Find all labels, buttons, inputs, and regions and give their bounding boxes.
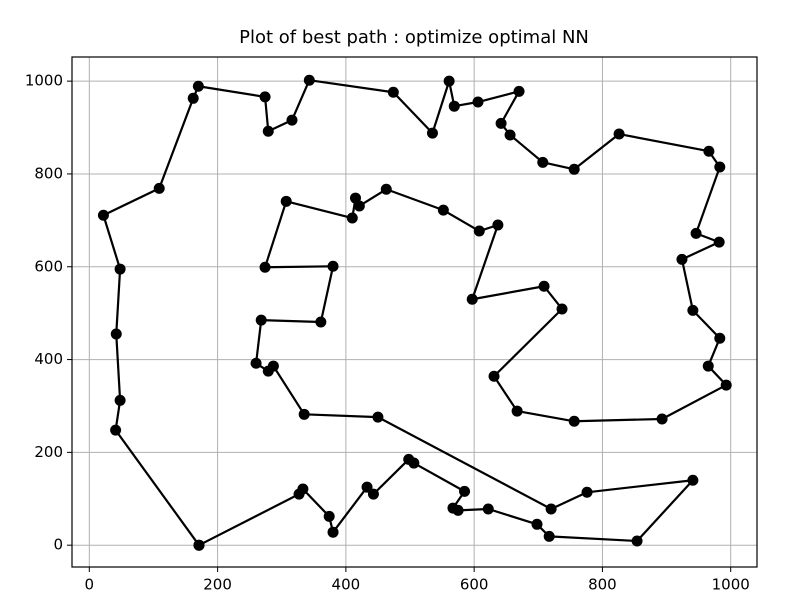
point — [466, 293, 478, 305]
point — [259, 91, 271, 103]
point — [543, 530, 555, 542]
grid — [72, 57, 757, 567]
x-tick-label: 200 — [203, 576, 232, 594]
point — [531, 518, 543, 530]
point — [327, 260, 339, 272]
point — [690, 227, 702, 239]
point — [280, 195, 292, 207]
point — [702, 360, 714, 372]
point — [346, 212, 358, 224]
point — [676, 253, 688, 265]
plot — [97, 74, 732, 551]
point — [267, 360, 279, 372]
point — [97, 209, 109, 221]
ticks: 0 200 400 600 800 1000 0 200 400 600 800 1000 — [25, 72, 750, 594]
point — [367, 488, 379, 500]
point — [581, 486, 593, 498]
point — [473, 225, 485, 237]
point — [714, 161, 726, 173]
point — [511, 405, 523, 417]
point — [687, 304, 699, 316]
point — [703, 145, 715, 157]
point — [250, 357, 262, 369]
point — [448, 100, 460, 112]
x-tick-label: 0 — [85, 576, 95, 594]
point — [153, 182, 165, 194]
point — [631, 535, 643, 547]
point — [482, 503, 494, 515]
chart-title: Plot of best path : optimize optimal NN — [239, 27, 589, 48]
point — [303, 74, 315, 86]
x-tick-label: 600 — [460, 576, 489, 594]
point — [488, 370, 500, 382]
point — [315, 316, 327, 328]
y-tick-label: 400 — [34, 350, 63, 368]
axes-frame — [71, 56, 758, 568]
point — [323, 510, 335, 522]
point — [361, 481, 373, 493]
point — [403, 453, 415, 465]
point — [713, 236, 725, 248]
point — [459, 485, 471, 497]
y-tick-label: 1000 — [25, 72, 63, 90]
point — [298, 408, 310, 420]
y-tick-label: 800 — [34, 164, 63, 182]
point — [714, 332, 726, 344]
point — [568, 415, 580, 427]
point — [538, 280, 550, 292]
point — [513, 85, 525, 97]
point — [380, 183, 392, 195]
y-tick-label: 0 — [53, 536, 63, 554]
path-line — [102, 79, 728, 547]
point — [286, 114, 298, 126]
point — [656, 413, 668, 425]
point — [259, 261, 271, 273]
point — [437, 204, 449, 216]
point — [472, 96, 484, 108]
point — [426, 127, 438, 139]
point — [568, 163, 580, 175]
point — [349, 192, 361, 204]
point — [545, 503, 557, 515]
x-tick-label: 400 — [332, 576, 361, 594]
x-tick-label: 1000 — [712, 576, 750, 594]
point — [495, 117, 507, 129]
point — [293, 488, 305, 500]
y-tick-label: 200 — [34, 443, 63, 461]
x-tick-label: 800 — [588, 576, 617, 594]
point — [504, 129, 516, 141]
point — [443, 75, 455, 87]
point — [327, 526, 339, 538]
point — [262, 125, 274, 137]
point — [387, 86, 399, 98]
y-tick-label: 600 — [34, 257, 63, 275]
point — [492, 219, 504, 231]
point — [114, 263, 126, 275]
point — [372, 411, 384, 423]
point — [193, 539, 205, 551]
point — [255, 314, 267, 326]
point — [110, 424, 122, 436]
point — [110, 328, 122, 340]
point — [192, 80, 204, 92]
point — [114, 394, 126, 406]
point — [537, 156, 549, 168]
point — [613, 128, 625, 140]
point — [687, 474, 699, 486]
point — [720, 379, 732, 391]
point — [187, 92, 199, 104]
point — [447, 502, 459, 514]
point — [556, 303, 568, 315]
